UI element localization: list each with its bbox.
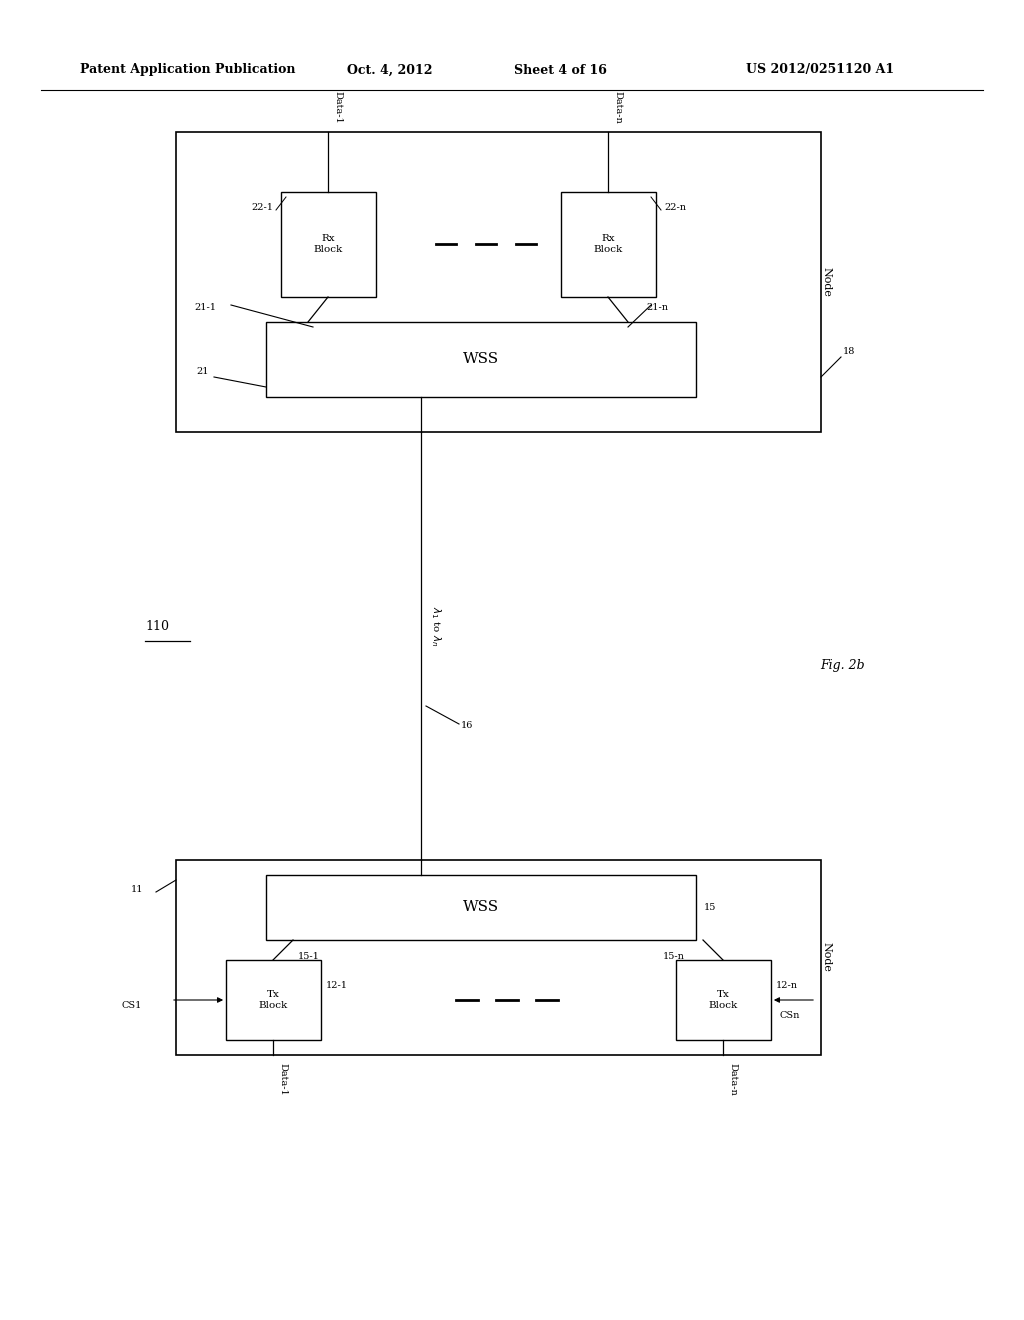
Text: 16: 16 — [461, 722, 473, 730]
Text: Node: Node — [821, 267, 831, 297]
Bar — [226, 960, 321, 1040]
Text: Data-1: Data-1 — [278, 1063, 287, 1096]
Text: Data-n: Data-n — [613, 91, 622, 124]
Text: WSS: WSS — [463, 352, 499, 366]
Text: Fig. 2b: Fig. 2b — [820, 660, 864, 672]
Text: Sheet 4 of 16: Sheet 4 of 16 — [514, 63, 606, 77]
Bar — [176, 132, 821, 432]
Bar — [281, 191, 376, 297]
Bar — [176, 861, 821, 1055]
Text: Tx
Block: Tx Block — [709, 990, 737, 1010]
Text: Patent Application Publication: Patent Application Publication — [80, 63, 296, 77]
Text: 12-1: 12-1 — [326, 981, 348, 990]
Bar — [676, 960, 771, 1040]
Bar — [561, 191, 656, 297]
Text: 21-n: 21-n — [646, 302, 668, 312]
Text: WSS: WSS — [463, 900, 499, 913]
Text: 15-1: 15-1 — [298, 952, 319, 961]
Text: 12-n: 12-n — [776, 981, 798, 990]
Text: Oct. 4, 2012: Oct. 4, 2012 — [347, 63, 433, 77]
Text: Data-n: Data-n — [728, 1063, 737, 1096]
Text: CS1: CS1 — [121, 1001, 141, 1010]
Text: 11: 11 — [131, 886, 143, 895]
Text: 15: 15 — [705, 903, 717, 912]
Text: 18: 18 — [843, 347, 855, 356]
Text: Tx
Block: Tx Block — [258, 990, 288, 1010]
Text: Rx
Block: Rx Block — [593, 235, 623, 253]
Text: 21-1: 21-1 — [194, 302, 216, 312]
Text: CSn: CSn — [779, 1011, 800, 1019]
Text: 15-n: 15-n — [663, 952, 685, 961]
Text: $\lambda_1$ to $\lambda_n$: $\lambda_1$ to $\lambda_n$ — [429, 606, 442, 647]
Text: 22-n: 22-n — [664, 202, 686, 211]
Text: Data-1: Data-1 — [333, 91, 342, 124]
Text: Rx
Block: Rx Block — [313, 235, 343, 253]
Bar — [266, 875, 696, 940]
Text: Node: Node — [821, 942, 831, 972]
Text: 22-1: 22-1 — [251, 202, 273, 211]
Bar — [266, 322, 696, 397]
Text: US 2012/0251120 A1: US 2012/0251120 A1 — [745, 63, 894, 77]
Text: 21: 21 — [196, 367, 209, 376]
Text: 110: 110 — [145, 619, 169, 632]
